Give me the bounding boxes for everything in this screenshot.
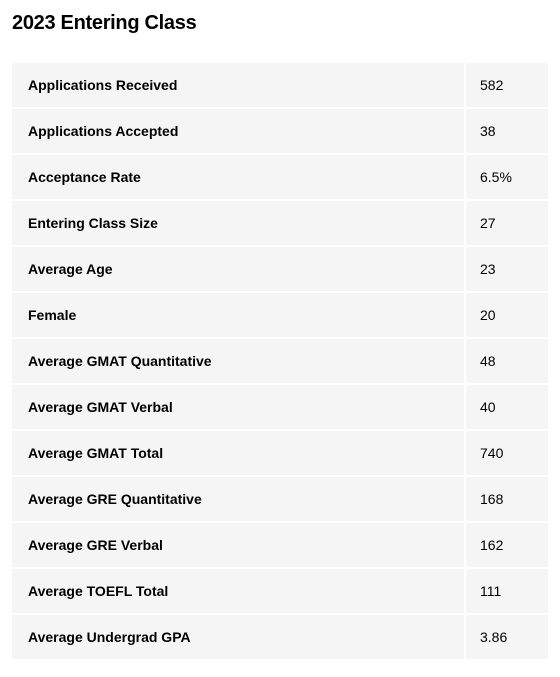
row-label: Average TOEFL Total	[12, 569, 466, 613]
row-value: 38	[466, 109, 548, 153]
row-value: 111	[466, 569, 548, 613]
row-label: Applications Accepted	[12, 109, 466, 153]
table-row: Applications Accepted 38	[12, 109, 548, 155]
row-label: Average Age	[12, 247, 466, 291]
row-value: 168	[466, 477, 548, 521]
row-label: Entering Class Size	[12, 201, 466, 245]
row-label: Average GMAT Total	[12, 431, 466, 475]
row-value: 23	[466, 247, 548, 291]
stats-table: Applications Received 582 Applications A…	[12, 63, 548, 659]
row-value: 740	[466, 431, 548, 475]
row-value: 3.86	[466, 615, 548, 659]
table-row: Average Undergrad GPA 3.86	[12, 615, 548, 659]
row-value: 48	[466, 339, 548, 383]
table-row: Applications Received 582	[12, 63, 548, 109]
row-label: Average GRE Verbal	[12, 523, 466, 567]
row-label: Average GMAT Verbal	[12, 385, 466, 429]
table-row: Average GMAT Verbal 40	[12, 385, 548, 431]
table-row: Entering Class Size 27	[12, 201, 548, 247]
row-value: 162	[466, 523, 548, 567]
row-label: Average GMAT Quantitative	[12, 339, 466, 383]
table-row: Average GMAT Total 740	[12, 431, 548, 477]
table-row: Acceptance Rate 6.5%	[12, 155, 548, 201]
table-row: Female 20	[12, 293, 548, 339]
row-value: 6.5%	[466, 155, 548, 199]
table-row: Average Age 23	[12, 247, 548, 293]
table-row: Average GMAT Quantitative 48	[12, 339, 548, 385]
page-title: 2023 Entering Class	[12, 12, 548, 35]
row-value: 27	[466, 201, 548, 245]
table-row: Average GRE Quantitative 168	[12, 477, 548, 523]
row-value: 40	[466, 385, 548, 429]
row-label: Acceptance Rate	[12, 155, 466, 199]
table-row: Average TOEFL Total 111	[12, 569, 548, 615]
row-value: 20	[466, 293, 548, 337]
row-value: 582	[466, 63, 548, 107]
row-label: Applications Received	[12, 63, 466, 107]
row-label: Female	[12, 293, 466, 337]
row-label: Average GRE Quantitative	[12, 477, 466, 521]
table-row: Average GRE Verbal 162	[12, 523, 548, 569]
row-label: Average Undergrad GPA	[12, 615, 466, 659]
